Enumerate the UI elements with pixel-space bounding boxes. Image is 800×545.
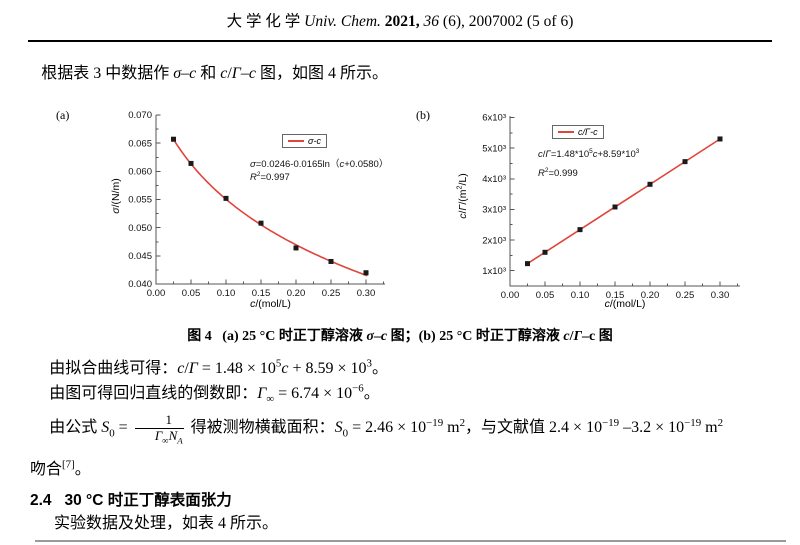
intro-paragraph: 根据表 3 中数据作 σ–c 和 c/Γ–c 图，如图 4 所示。 <box>41 65 389 82</box>
data-point <box>542 249 548 255</box>
header-rule <box>28 40 772 42</box>
y-axis-label-b: c/Γ/(m2/L) <box>455 173 470 219</box>
svg-text:0.00: 0.00 <box>501 290 520 301</box>
svg-text:0.30: 0.30 <box>711 290 730 301</box>
svg-text:0.30: 0.30 <box>357 288 376 299</box>
paragraph-s0-formula: 由公式 S0 = 1 Γ∞NA 得被测物横截面积：S0 = 2.46 × 10−1… <box>49 412 724 446</box>
legend-a-line-swatch <box>288 140 304 142</box>
data-point <box>293 245 299 251</box>
svg-text:0.25: 0.25 <box>676 290 695 301</box>
data-point <box>223 195 229 201</box>
svg-text:0.10: 0.10 <box>217 288 236 299</box>
svg-text:0.15: 0.15 <box>606 290 625 301</box>
data-point <box>363 270 369 276</box>
svg-text:0.20: 0.20 <box>287 288 306 299</box>
svg-text:5x10³: 5x10³ <box>482 143 506 154</box>
data-point <box>258 220 264 226</box>
figure-canvas: 0.00 0.05 0.10 0.15 0.20 0.25 0.30 0.040 0.045 0.… <box>128 110 740 301</box>
legend-a-label: σ-c <box>308 136 321 146</box>
panel-label-b: (b) <box>416 108 430 122</box>
svg-text:0.065: 0.065 <box>128 138 152 149</box>
svg-text:0.25: 0.25 <box>322 288 341 299</box>
paragraph-table4: 实验数据及处理，如表 4 所示。 <box>54 515 279 532</box>
paragraph-gamma-inf: 由图可得回归直线的倒数即：Γ∞ = 6.74 × 10−6。 <box>49 382 380 406</box>
svg-text:0.055: 0.055 <box>128 195 152 206</box>
svg-text:0.00: 0.00 <box>147 288 166 299</box>
svg-text:0.050: 0.050 <box>128 223 152 234</box>
data-point <box>647 181 653 187</box>
svg-text:0.10: 0.10 <box>571 290 590 301</box>
svg-text:2x10³: 2x10³ <box>482 235 506 246</box>
legend-b: c/Γ-c <box>552 125 604 139</box>
y-axis-label-a: σ/(N/m) <box>110 178 122 214</box>
chart-a: 0.00 0.05 0.10 0.15 0.20 0.25 0.30 0.040 0.045 0.… <box>128 110 385 299</box>
figure-caption: 图 4 (a) 25 °C 时正丁醇溶液 σ–c 图；(b) 25 °C 时正丁… <box>187 329 613 344</box>
data-point <box>525 261 530 267</box>
panel-label-a: (a) <box>56 108 70 122</box>
data-point <box>328 258 334 264</box>
paragraph-reference: 吻合[7]。 <box>30 458 91 478</box>
r-squared-a: R2=0.997 <box>250 170 290 183</box>
svg-text:1x10³: 1x10³ <box>482 266 506 277</box>
data-point <box>612 204 618 210</box>
svg-text:0.060: 0.060 <box>128 167 152 178</box>
journal-header: 大 学 化 学 Univ. Chem. 2021, 36 (6), 200700… <box>226 13 574 30</box>
data-point <box>188 160 194 166</box>
data-point <box>717 136 723 142</box>
section-heading-2-4: 2.4 30 °C 时正丁醇表面张力 <box>30 492 232 509</box>
fit-equation-b: c/Γ=1.48*105c+8.59*103 <box>538 147 640 160</box>
chart-b: 0.00 0.05 0.10 0.15 0.20 0.25 0.30 1x10³ 2x10³ 3x… <box>482 113 740 301</box>
svg-text:0.05: 0.05 <box>536 290 555 301</box>
svg-text:0.070: 0.070 <box>128 110 152 121</box>
fit-equation-a: σ=0.0246-0.0165ln（c+0.0580） <box>250 159 389 170</box>
svg-text:0.045: 0.045 <box>128 251 152 262</box>
svg-text:6x10³: 6x10³ <box>482 113 506 124</box>
data-point <box>171 136 176 142</box>
x-axis-label-b: c/(mol/L) <box>604 298 646 310</box>
svg-text:0.05: 0.05 <box>182 288 201 299</box>
svg-text:0.15: 0.15 <box>252 288 271 299</box>
paragraph-fit-result: 由拟合曲线可得：c/Γ = 1.48 × 105c + 8.59 × 103。 <box>49 357 388 377</box>
legend-b-label: c/Γ-c <box>578 127 598 137</box>
legend-a: σ-c <box>282 134 327 148</box>
svg-text:0.20: 0.20 <box>641 290 660 301</box>
r-squared-b: R2=0.999 <box>538 166 578 179</box>
x-axis-label-a: c/(mol/L) <box>250 298 291 310</box>
svg-text:0.040: 0.040 <box>128 279 152 290</box>
legend-b-line-swatch <box>558 131 574 133</box>
data-point <box>577 227 583 233</box>
next-table-top-rule <box>35 540 786 542</box>
figure-4: 0.00 0.05 0.10 0.15 0.20 0.25 0.30 0.040 0.045 0.… <box>40 104 760 324</box>
svg-text:4x10³: 4x10³ <box>482 174 506 185</box>
data-point <box>682 159 688 165</box>
svg-text:3x10³: 3x10³ <box>482 205 506 216</box>
